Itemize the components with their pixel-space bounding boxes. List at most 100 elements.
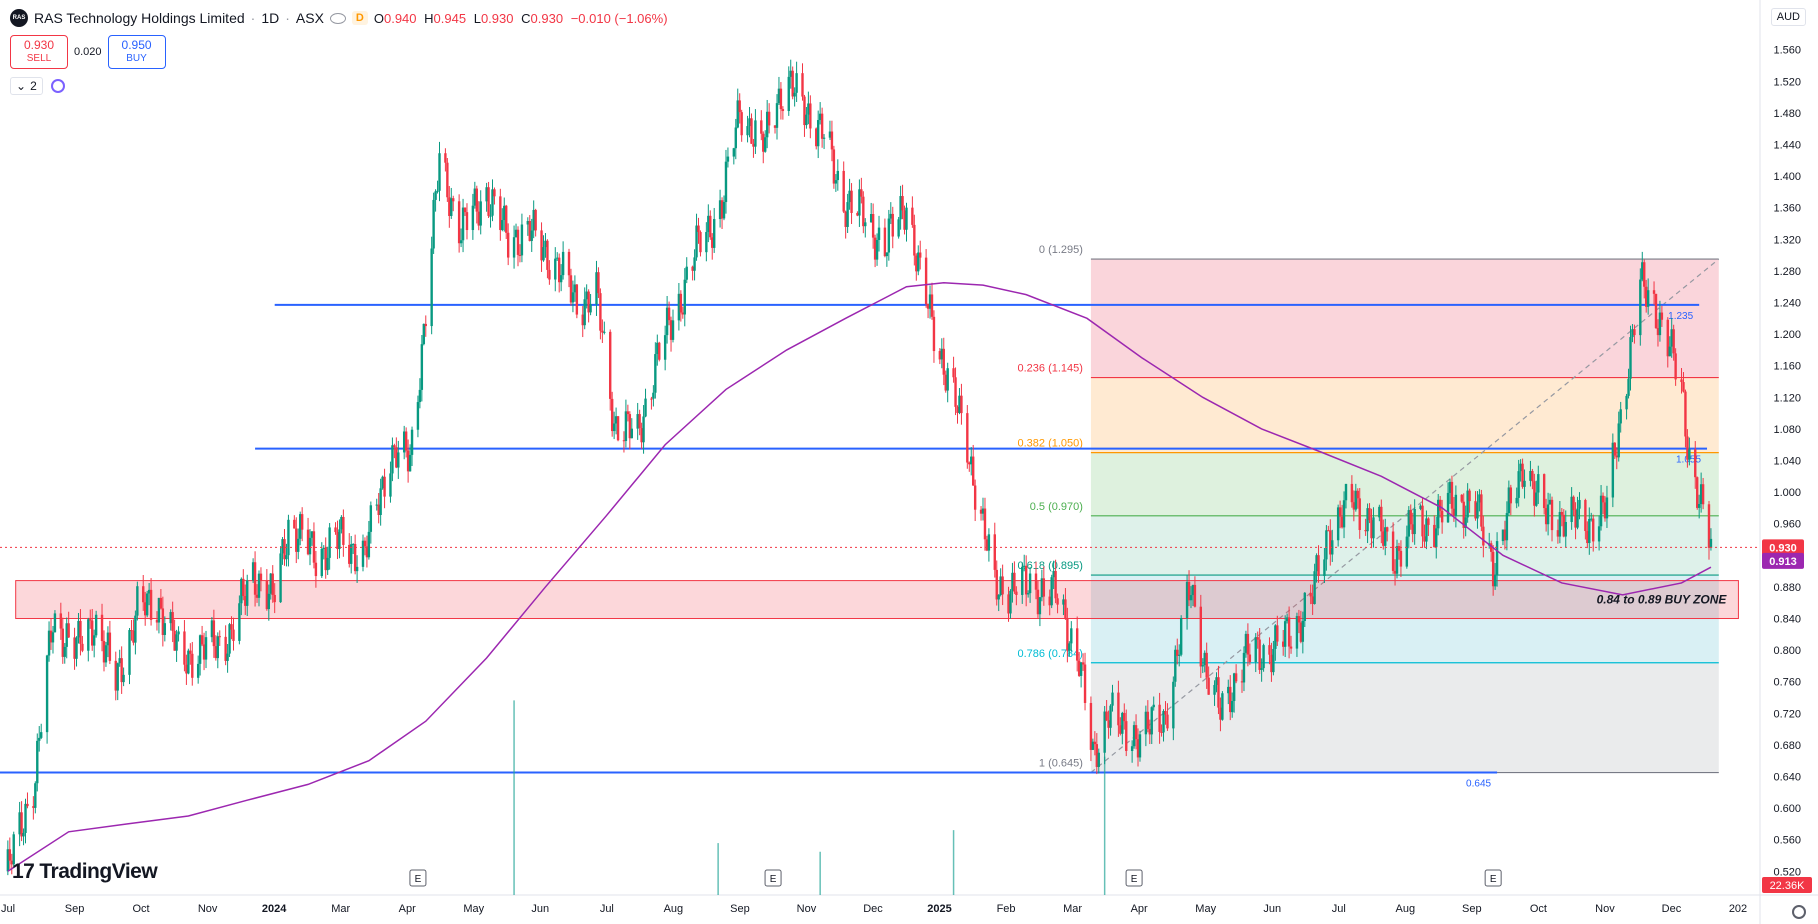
candle: [434, 189, 437, 212]
candle: [773, 125, 777, 134]
candle: [983, 497, 987, 551]
currency-selector[interactable]: AUD: [1770, 8, 1806, 26]
candle-body: [1315, 555, 1318, 572]
candle-body: [585, 291, 588, 300]
candle-body: [883, 227, 887, 257]
candle: [695, 213, 698, 261]
candle-body: [1666, 319, 1669, 357]
candle: [540, 222, 543, 272]
candle: [350, 535, 353, 574]
candle: [1327, 525, 1330, 532]
candle: [970, 447, 973, 476]
candle: [869, 202, 873, 223]
interval-label[interactable]: 1D: [261, 10, 280, 26]
candle: [1272, 640, 1275, 676]
candle: [750, 113, 753, 144]
low-value: 0.930: [480, 10, 514, 26]
candle: [1079, 661, 1083, 688]
sync-icon[interactable]: [50, 79, 65, 93]
candle-body: [438, 153, 441, 191]
candle-body: [1454, 494, 1458, 516]
candle: [1232, 672, 1236, 713]
candle-body: [395, 447, 398, 468]
candle: [457, 194, 461, 253]
candle: [175, 629, 178, 662]
candle: [1529, 460, 1532, 487]
candle-body: [1111, 692, 1114, 706]
candle-body: [1413, 508, 1416, 535]
candle: [1682, 372, 1685, 393]
candle: [968, 461, 971, 472]
candle: [1450, 475, 1454, 517]
candle: [1535, 480, 1538, 507]
candle-body: [1227, 686, 1230, 694]
candle-body: [143, 602, 147, 616]
candle: [136, 581, 139, 621]
candle: [355, 555, 359, 583]
candle: [807, 91, 810, 125]
candle-body: [1258, 639, 1261, 670]
candle: [1707, 500, 1711, 560]
candle-body: [1421, 505, 1424, 537]
eye-icon[interactable]: [329, 12, 346, 24]
candle-body: [163, 623, 167, 635]
price-tick-label: 1.200: [1773, 329, 1801, 341]
candle-body: [691, 266, 694, 271]
buy-button[interactable]: 0.950 BUY: [107, 35, 166, 69]
candle-body: [157, 597, 161, 623]
candle-body: [1468, 490, 1471, 502]
candle: [87, 617, 90, 662]
candle: [775, 94, 779, 140]
candle-body: [505, 205, 508, 233]
candle-body: [281, 539, 284, 554]
candle: [1144, 705, 1148, 747]
candle: [45, 654, 49, 744]
candle: [760, 110, 763, 141]
candle: [614, 407, 618, 435]
d-badge[interactable]: D: [351, 11, 368, 25]
candle: [1464, 505, 1467, 537]
candle-body: [377, 504, 380, 515]
candle: [542, 235, 545, 262]
candle: [367, 520, 371, 560]
time-tick-label: Apr: [1131, 903, 1148, 915]
candle-body: [885, 252, 889, 257]
time-tick-label: Nov: [1595, 903, 1615, 915]
candle-body: [791, 70, 794, 97]
candle-body: [1160, 731, 1163, 733]
candle: [1105, 700, 1108, 722]
candle-body: [1221, 693, 1224, 720]
tradingview-mark-icon: 17: [12, 860, 35, 883]
price-tick-label: 1.320: [1773, 234, 1801, 246]
candle-body: [171, 612, 174, 631]
candle-body: [911, 207, 914, 225]
candle-body: [985, 539, 989, 551]
tradingview-logo[interactable]: 17 TradingView: [12, 860, 158, 884]
candle: [38, 726, 41, 752]
candle: [1368, 503, 1371, 524]
time-tick-label: May: [463, 903, 484, 915]
sell-button[interactable]: 0.930 SELL: [10, 35, 68, 69]
candle-body: [295, 528, 298, 552]
candle: [383, 468, 386, 509]
candle: [724, 149, 728, 214]
indicators-toggle[interactable]: ⌄ 2: [10, 77, 43, 95]
candle: [1148, 719, 1151, 745]
symbol-title[interactable]: RAS Technology Holdings Limited: [34, 10, 245, 26]
candle-body: [320, 548, 323, 577]
candle: [1358, 488, 1361, 539]
candle-body: [106, 632, 110, 646]
candle: [1372, 507, 1375, 548]
candle: [281, 537, 284, 565]
candle-body: [1301, 620, 1305, 642]
candle: [1570, 487, 1573, 530]
candle-body: [108, 632, 112, 661]
candle-body: [516, 229, 520, 255]
chart-settings-icon[interactable]: [1792, 905, 1806, 919]
candle-body: [1093, 741, 1097, 745]
candle-body: [946, 368, 949, 391]
candle-body: [45, 655, 49, 733]
candle: [697, 217, 700, 244]
candle-body: [1386, 527, 1389, 532]
